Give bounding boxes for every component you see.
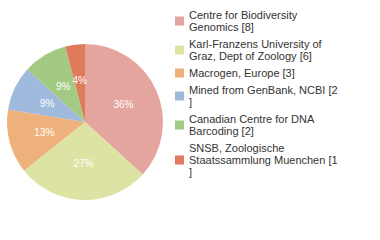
svg-text:9%: 9% <box>40 98 55 109</box>
svg-text:13%: 13% <box>34 127 54 138</box>
svg-text:Mined from GenBank, NCBI [2: Mined from GenBank, NCBI [2 <box>189 84 338 96</box>
svg-text:Centre for Biodiversity: Centre for Biodiversity <box>189 9 300 21</box>
svg-text:Canadian Centre for DNA: Canadian Centre for DNA <box>189 113 317 125</box>
svg-text:Staatssammlung Muenchen [1: Staatssammlung Muenchen [1 <box>189 154 338 166</box>
svg-text:9%: 9% <box>56 81 71 92</box>
svg-text:Macrogen, Europe [3]: Macrogen, Europe [3] <box>189 67 295 79</box>
svg-text:Graz, Dept of Zoology [6]: Graz, Dept of Zoology [6] <box>189 50 312 62</box>
svg-text:4%: 4% <box>72 75 87 86</box>
svg-text:Genomics [8]: Genomics [8] <box>189 21 254 33</box>
svg-text:Karl-Franzens University of: Karl-Franzens University of <box>189 38 325 50</box>
svg-text:]: ] <box>189 166 192 178</box>
svg-text:SNSB, Zoologische: SNSB, Zoologische <box>189 142 287 154</box>
svg-text:Barcoding [2]: Barcoding [2] <box>189 125 254 137</box>
svg-text:27%: 27% <box>74 158 94 169</box>
svg-text:]: ] <box>189 96 192 108</box>
svg-text:36%: 36% <box>113 99 133 110</box>
